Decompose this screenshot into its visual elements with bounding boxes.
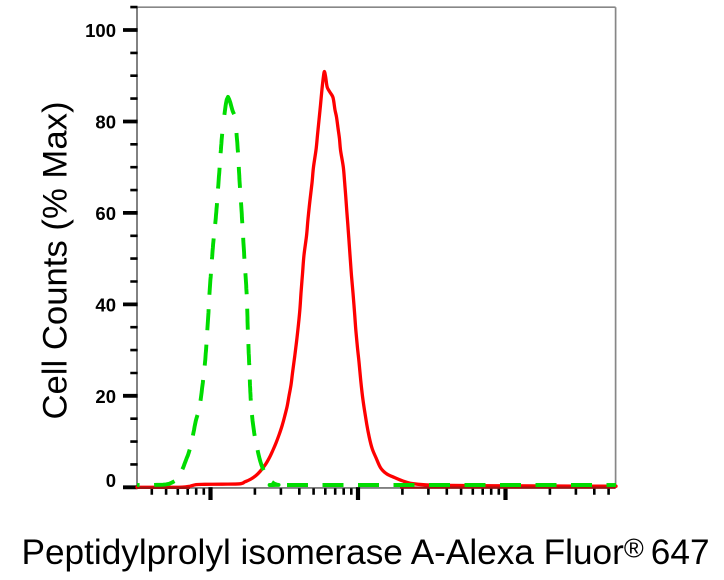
svg-text:20: 20 xyxy=(95,386,116,407)
svg-text:Cell Counts (% Max): Cell Counts (% Max) xyxy=(37,101,75,419)
svg-text:40: 40 xyxy=(95,294,116,315)
svg-text:100: 100 xyxy=(85,20,116,41)
svg-text:60: 60 xyxy=(95,203,116,224)
svg-text:80: 80 xyxy=(95,112,116,133)
svg-text:0: 0 xyxy=(106,470,116,491)
svg-text:Peptidylprolyl isomerase A-Ale: Peptidylprolyl isomerase A-Alexa Fluor® … xyxy=(22,533,710,572)
